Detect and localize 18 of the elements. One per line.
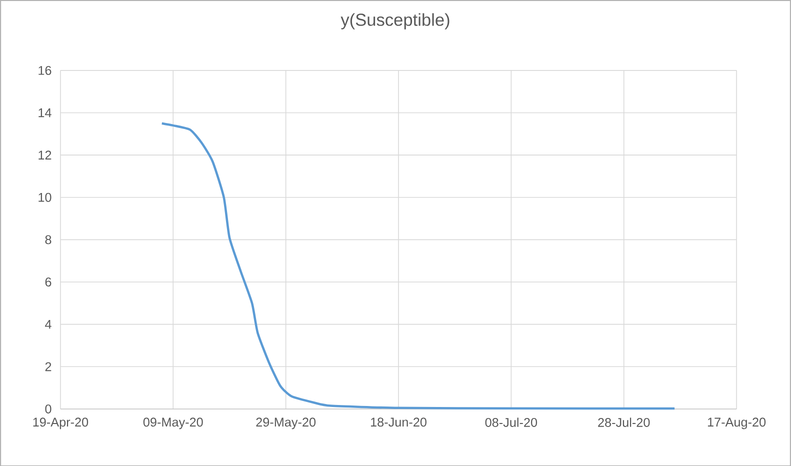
line-series: [160, 122, 676, 410]
y-tick-label: 14: [38, 108, 52, 117]
x-tick-label: 08-Jul-20: [485, 417, 538, 427]
x-tick-label: 19-Apr-20: [33, 417, 88, 429]
y-tick-label: 2: [45, 362, 52, 371]
y-tick-label: 12: [38, 150, 52, 160]
chart-title: y(Susceptible): [340, 13, 450, 30]
x-tick-label: 29-May-20: [256, 417, 316, 429]
x-tick-label: 17-Aug-20: [708, 417, 766, 429]
x-tick-label: 28-Jul-20: [598, 417, 650, 427]
x-tick-label: 09-May-20: [143, 417, 203, 429]
y-tick-label: 6: [45, 277, 52, 286]
y-tick-label: 4: [45, 320, 52, 328]
y-tick-label: 0: [45, 404, 52, 414]
y-tick-label: 16: [38, 66, 52, 75]
y-tick-label: 8: [45, 235, 52, 244]
x-tick-label: 18-Jun-20: [370, 417, 426, 426]
y-tick-label: 10: [38, 192, 52, 202]
